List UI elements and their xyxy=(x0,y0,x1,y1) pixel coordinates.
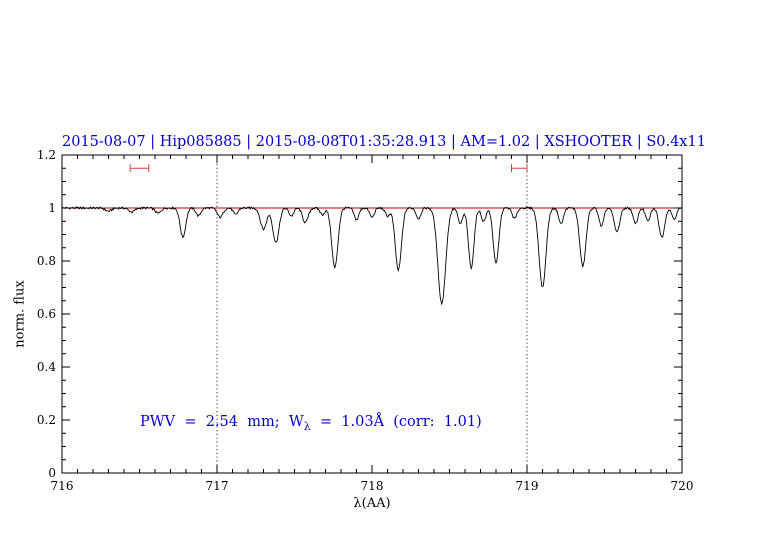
x-tick-label: 716 xyxy=(51,479,74,493)
x-tick-label: 719 xyxy=(516,479,539,493)
x-tick-label: 717 xyxy=(206,479,229,493)
x-axis-label: λ(AA) xyxy=(353,496,391,511)
plot-title: 2015-08-07 | Hip085885 | 2015-08-08T01:3… xyxy=(62,134,706,150)
y-tick-label: 0.6 xyxy=(37,307,56,321)
y-axis-label: norm. flux xyxy=(12,280,28,348)
y-tick-label: 0.2 xyxy=(37,413,56,427)
y-tick-label: 1.2 xyxy=(37,148,56,162)
pwv-annotation-prefix: PWV = 2.54 mm; W xyxy=(140,414,304,430)
pwv-annotation: PWV = 2.54 mm; Wλ = 1.03Å (corr: 1.01) xyxy=(140,414,482,433)
y-tick-label: 0.8 xyxy=(37,254,56,268)
pwv-annotation-suffix: = 1.03Å (corr: 1.01) xyxy=(310,414,482,430)
x-tick-label: 718 xyxy=(361,479,384,493)
y-tick-label: 0.4 xyxy=(37,360,56,374)
x-tick-label: 720 xyxy=(671,479,694,493)
spectrum-line xyxy=(61,205,683,306)
y-tick-label: 1 xyxy=(48,201,56,215)
y-tick-label: 0 xyxy=(48,466,56,480)
pwv-annotation-sub: λ xyxy=(303,419,311,433)
